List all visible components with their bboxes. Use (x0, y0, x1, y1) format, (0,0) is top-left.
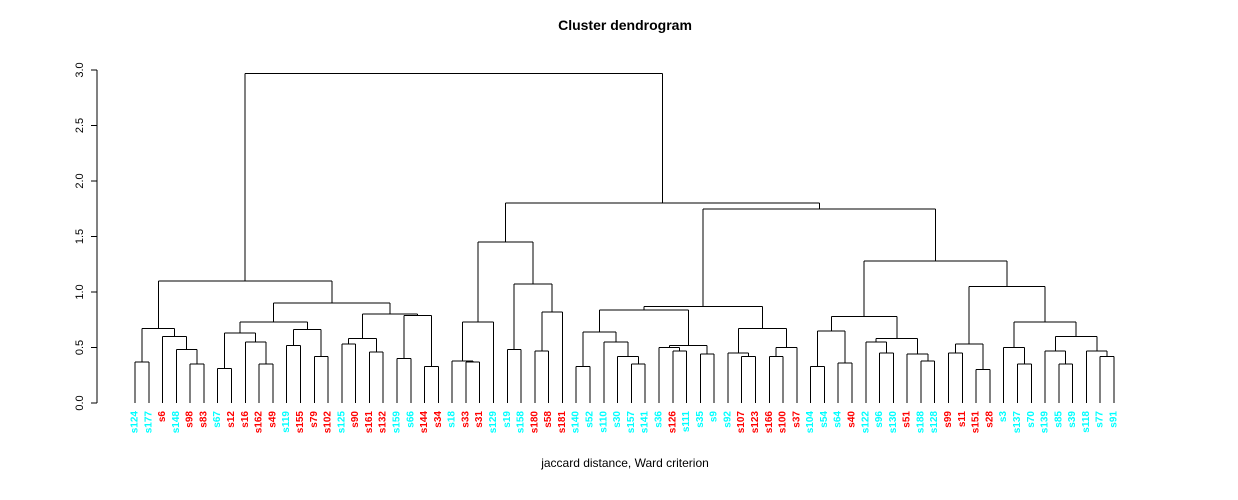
y-tick-label: 0.5 (74, 340, 86, 355)
leaf-label: s157 (626, 411, 637, 434)
leaf-label: s100 (778, 411, 789, 434)
leaf-label: s39 (1067, 411, 1078, 428)
y-tick-label: 3.0 (74, 62, 86, 77)
leaf-label: s151 (971, 411, 982, 434)
leaf-label: s141 (640, 411, 651, 434)
leaf-label: s124 (130, 411, 141, 434)
leaf-label: s58 (543, 411, 554, 428)
leaf-label: s188 (915, 411, 926, 434)
leaf-label: s130 (888, 411, 899, 434)
leaf-label: s161 (364, 411, 375, 434)
leaf-label: s77 (1095, 411, 1106, 428)
leaf-label: s3 (998, 411, 1009, 423)
chart-title: Cluster dendrogram (558, 17, 692, 33)
leaf-label: s67 (212, 411, 223, 428)
leaf-label: s85 (1053, 411, 1064, 428)
leaf-label: s79 (309, 411, 320, 428)
leaf-label: s16 (240, 411, 251, 428)
leaf-label: s35 (695, 411, 706, 428)
leaf-label: s83 (198, 411, 209, 428)
leaf-label: s6 (157, 411, 168, 423)
leaf-label: s111 (681, 411, 692, 433)
leaf-label: s128 (929, 411, 940, 434)
leaf-label: s166 (764, 411, 775, 434)
leaf-label: s159 (391, 411, 402, 434)
leaf-label: s122 (860, 411, 871, 434)
leaf-label: s96 (874, 411, 885, 428)
leaf-label: s139 (1040, 411, 1051, 434)
leaf-label: s34 (433, 411, 444, 428)
leaf-label: s99 (943, 411, 954, 428)
leaf-label: s36 (653, 411, 664, 428)
leaf-label: s92 (722, 411, 733, 428)
leaf-label: s177 (143, 411, 154, 434)
leaf-label: s70 (1026, 411, 1037, 428)
leaf-label: s30 (612, 411, 623, 428)
leaf-label: s37 (791, 411, 802, 428)
leaf-label: s98 (185, 411, 196, 428)
leaf-label: s9 (709, 411, 720, 423)
leaf-label: s155 (295, 411, 306, 434)
leaf-label: s52 (585, 411, 596, 428)
leaf-label: s104 (805, 411, 816, 434)
leaf-label: s91 (1109, 411, 1120, 428)
leaf-label: s54 (819, 411, 830, 428)
leaf-label: s107 (736, 411, 747, 434)
y-axis: 0.0 0.5 1.0 1.5 2.0 2.5 3.0 (74, 62, 98, 411)
x-axis-label: jaccard distance, Ward criterion (540, 456, 709, 470)
y-tick-label: 1.0 (74, 284, 86, 299)
leaf-label: s118 (1081, 411, 1092, 433)
leaf-label: s18 (447, 411, 458, 428)
leaf-label: s162 (254, 411, 265, 434)
y-tick-label: 2.5 (74, 118, 86, 133)
leaf-label: s137 (1012, 411, 1023, 434)
leaf-label: s11 (957, 411, 968, 428)
leaf-label: s123 (750, 411, 761, 434)
leaf-label: s144 (419, 411, 430, 434)
leaf-label: s180 (529, 411, 540, 434)
leaf-label: s119 (281, 411, 292, 433)
y-tick-label: 2.0 (74, 173, 86, 188)
leaf-label: s49 (267, 411, 278, 428)
leaf-label: s51 (902, 411, 913, 428)
leaf-label: s140 (571, 411, 582, 434)
leaf-label: s33 (460, 411, 471, 428)
leaf-label: s132 (378, 411, 389, 434)
y-tick-label: 1.5 (74, 229, 86, 244)
leaf-label: s90 (350, 411, 361, 428)
dendrogram-lines (134, 72, 1115, 403)
leaf-label: s110 (598, 411, 609, 433)
leaf-label: s28 (984, 411, 995, 428)
leaf-label: s64 (833, 411, 844, 428)
leaf-label: s148 (171, 411, 182, 434)
leaf-label: s40 (847, 411, 858, 428)
leaf-label: s66 (405, 411, 416, 428)
leaf-label: s181 (557, 411, 568, 434)
leaf-label: s129 (488, 411, 499, 434)
leaf-label: s19 (502, 411, 513, 428)
y-tick-label: 0.0 (74, 395, 86, 410)
leaf-labels: s124 s177 s6 s148 s98 s83 s67 s12 s16 s162 s49 s119… (130, 411, 1120, 434)
leaf-label: s126 (667, 411, 678, 434)
leaf-label: s12 (226, 411, 237, 428)
leaf-label: s125 (336, 411, 347, 434)
leaf-label: s102 (323, 411, 334, 434)
leaf-label: s158 (516, 411, 527, 434)
leaf-label: s31 (474, 411, 485, 428)
